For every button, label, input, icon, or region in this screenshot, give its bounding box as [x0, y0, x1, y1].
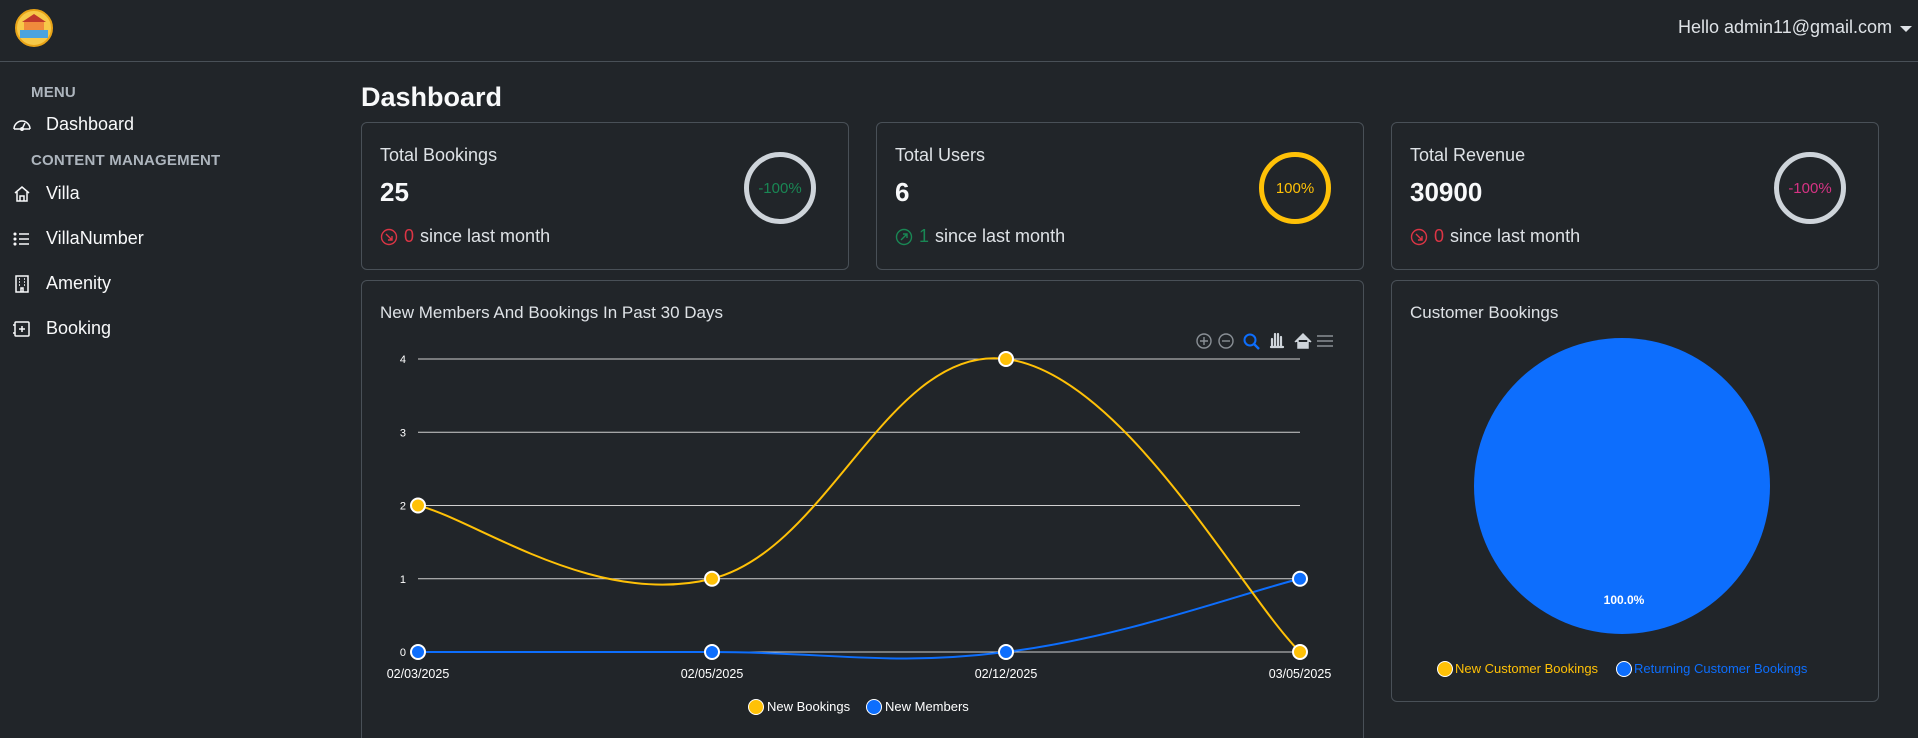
legend-label: New Members	[885, 699, 969, 714]
pie-chart-card: Customer Bookings 100.0% New Customer Boo…	[1391, 280, 1879, 702]
x-tick-label: 03/05/2025	[1269, 667, 1332, 681]
zoom-out-icon[interactable]	[1218, 333, 1234, 349]
building-icon	[15, 274, 29, 293]
data-point	[704, 570, 720, 587]
list-icon	[13, 231, 29, 246]
data-point	[998, 644, 1014, 660]
series-line-new-members	[417, 577, 1301, 660]
percent-ring: -100%	[1774, 152, 1846, 224]
stat-value: 30900	[1410, 177, 1483, 207]
percent-ring: -100%	[744, 152, 816, 224]
stat-change-value: 0	[404, 226, 415, 246]
sidebar: MENU Dashboard CONTENT MANAGEMENT Villa …	[0, 62, 340, 738]
page-title: Dashboard	[361, 82, 503, 112]
sidebar-item-villa[interactable]: Villa	[12, 183, 80, 204]
stat-card-total-bookings: Total Bookings 25 0 since last month -10…	[361, 122, 849, 270]
sidebar-heading-menu: MENU	[31, 84, 76, 101]
y-tick-label: 3	[400, 427, 406, 439]
zoom-select-icon[interactable]	[1243, 333, 1260, 350]
legend-marker	[866, 699, 882, 715]
legend-marker	[748, 699, 764, 715]
sidebar-item-villanumber[interactable]: VillaNumber	[12, 228, 144, 249]
sidebar-item-amenity[interactable]: Amenity	[12, 273, 111, 294]
user-greeting: Hello admin11@gmail.com	[1677, 17, 1892, 37]
stat-card-total-revenue: Total Revenue 30900 0 since last month -…	[1391, 122, 1879, 270]
legend-label: New Bookings	[767, 699, 851, 714]
legend-label: New Customer Bookings	[1455, 661, 1599, 676]
arrow-down-right-icon	[380, 228, 398, 245]
x-tick-label: 02/12/2025	[975, 667, 1038, 681]
pie-slice	[1474, 338, 1770, 634]
logo-icon[interactable]	[14, 8, 54, 48]
sidebar-heading-content: CONTENT MANAGEMENT	[31, 152, 221, 169]
percent-ring: 100%	[1259, 152, 1331, 224]
stat-label: Total Revenue	[1410, 145, 1526, 165]
y-tick-label: 1	[400, 574, 406, 586]
legend-marker	[1616, 661, 1632, 677]
speedometer-icon	[13, 119, 31, 131]
data-point	[998, 351, 1014, 367]
sidebar-item-label: Villa	[46, 183, 80, 203]
sidebar-item-label: Booking	[46, 318, 112, 338]
line-chart-card: New Members And Bookings In Past 30 Days…	[361, 280, 1364, 738]
stat-card-total-users: Total Users 6 1 since last month 100%	[876, 122, 1364, 270]
sidebar-item-label: VillaNumber	[46, 228, 144, 248]
stat-change-suffix: since last month	[935, 226, 1066, 246]
sidebar-item-label: Amenity	[46, 273, 112, 293]
pan-hand-icon[interactable]	[1269, 332, 1285, 349]
chart-title: New Members And Bookings In Past 30 Days	[380, 303, 723, 322]
sidebar-item-booking[interactable]: Booking	[12, 318, 111, 339]
stat-change: 1 since last month	[895, 226, 1065, 247]
y-tick-label: 4	[400, 354, 406, 366]
line-chart[interactable]: 0 1 2 3 4 02/03/2025 02/05/2025 02/12/2025 03/05…	[362, 281, 1365, 738]
stat-change: 0 since last month	[380, 226, 550, 247]
sidebar-item-dashboard[interactable]: Dashboard	[12, 114, 134, 135]
stat-label: Total Users	[895, 145, 986, 165]
top-navbar: Hello admin11@gmail.com	[0, 0, 1918, 62]
data-point	[704, 644, 720, 660]
series-line-new-bookings	[417, 357, 1301, 653]
legend-label: Returning Customer Bookings	[1634, 661, 1808, 676]
y-tick-label: 0	[400, 647, 406, 659]
y-tick-label: 2	[400, 501, 406, 513]
legend-marker	[1437, 661, 1453, 677]
house-icon	[14, 185, 30, 202]
reset-home-icon[interactable]	[1294, 332, 1312, 349]
data-point	[410, 644, 426, 660]
caret-down-icon	[1900, 25, 1912, 32]
sidebar-item-label: Dashboard	[46, 114, 135, 134]
stat-change-suffix: since last month	[1450, 226, 1581, 246]
x-tick-label: 02/03/2025	[387, 667, 450, 681]
data-point	[1292, 644, 1308, 660]
zoom-in-icon[interactable]	[1196, 333, 1212, 349]
stat-change-value: 1	[919, 226, 930, 246]
x-tick-label: 02/05/2025	[681, 667, 744, 681]
pie-chart[interactable]: 100.0% New Customer Bookings Returning Cus…	[1392, 281, 1880, 703]
calendar-plus-icon	[13, 320, 30, 337]
data-point	[410, 497, 426, 514]
stat-change-value: 0	[1434, 226, 1445, 246]
pie-data-label: 100.0%	[1604, 593, 1645, 607]
stat-value: 25	[380, 177, 409, 207]
stat-label: Total Bookings	[380, 145, 498, 165]
chart-title: Customer Bookings	[1410, 303, 1559, 322]
menu-icon[interactable]	[1317, 335, 1333, 347]
user-dropdown[interactable]: Hello admin11@gmail.com	[1678, 17, 1912, 38]
stat-value: 6	[895, 177, 910, 207]
stat-change: 0 since last month	[1410, 226, 1580, 247]
arrow-down-right-icon	[1410, 228, 1428, 245]
arrow-up-right-icon	[895, 228, 913, 245]
stat-change-suffix: since last month	[420, 226, 551, 246]
data-point	[1292, 570, 1308, 587]
